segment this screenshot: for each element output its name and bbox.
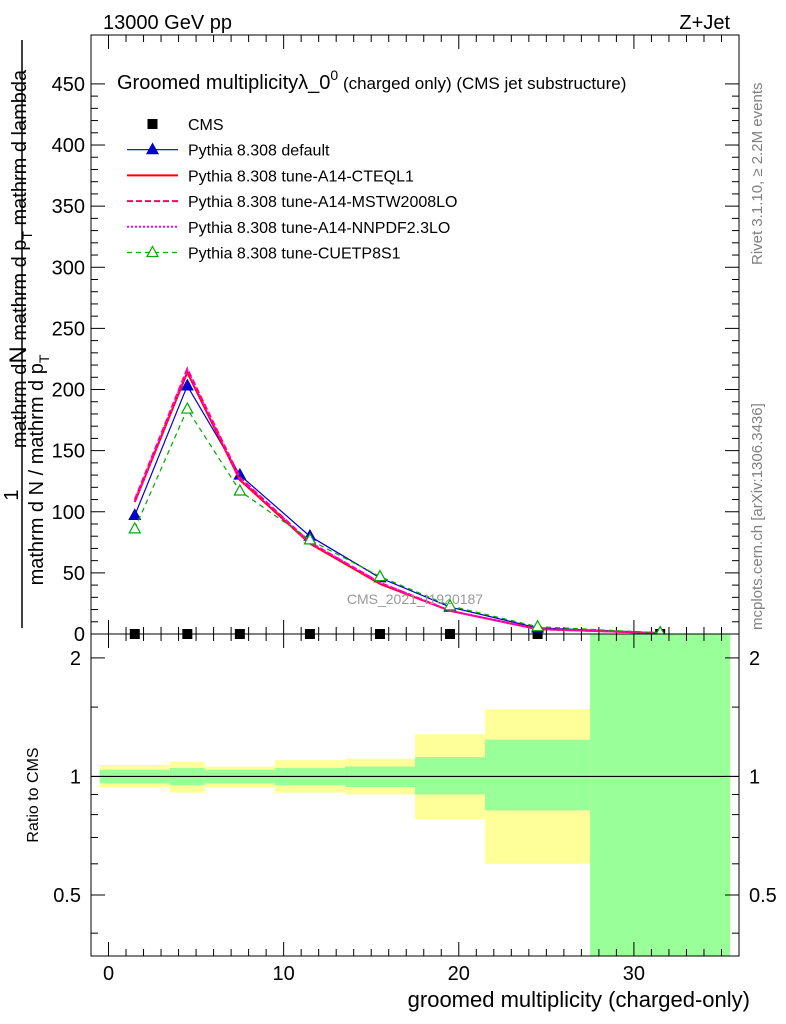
main-ytick-label: 200 <box>52 380 85 402</box>
xtick-label: 30 <box>623 963 645 985</box>
main-ytick-label: 400 <box>52 135 85 157</box>
ratio-ticks: 0.5 0.51 12 20 10 20 30 <box>53 634 777 985</box>
legend-label: Pythia 8.308 tune-CUETP8S1 <box>188 246 401 263</box>
ratio-frame <box>90 633 740 957</box>
legend-entry: Pythia 8.308 tune-A14-CTEQL1 <box>127 168 414 185</box>
legend-label: Pythia 8.308 tune-A14-NNPDF2.3LO <box>188 220 450 237</box>
ratio-panel: 0.5 0.51 12 20 10 20 30 Ratio to CMS groomed m… <box>25 633 777 1012</box>
svg-text:mathrm d N / mathrm d pT: mathrm d N / mathrm d pT <box>26 354 52 585</box>
xtick-label: 20 <box>448 963 470 985</box>
series-pythia-8-308-tune-cuetp8s1 <box>128 401 667 638</box>
series-marker <box>373 569 387 582</box>
watermark: CMS_2021_I1920187 <box>347 591 483 607</box>
rivet-label: Rivet 3.1.10, ≥ 2.2M events <box>749 83 766 266</box>
ylabel-tail1-sub: T <box>19 231 35 240</box>
ylabel-one: 1 <box>1 489 23 500</box>
plot-title: Groomed multiplicityλ_00 (charged only) … <box>117 67 626 94</box>
main-y-label: mathrm dN mathrm d pT mathrm d lambda 1 … <box>1 40 52 628</box>
ratio-y-label: Ratio to CMS <box>25 747 42 842</box>
svg-text:mathrm dN mathrm d pT mathrm d: mathrm dN mathrm d pT mathrm d lambda <box>5 69 35 448</box>
series-line <box>134 384 661 634</box>
main-ytick-label: 350 <box>52 196 85 218</box>
series-marker <box>443 598 457 611</box>
legend-entry: Pythia 8.308 tune-A14-NNPDF2.3LO <box>127 220 450 237</box>
title-sup: 0 <box>330 67 338 83</box>
series-marker <box>303 532 317 545</box>
main-ticks: 0 50 100 150 200 250 300 350 400 450 <box>52 35 740 646</box>
legend-label: Pythia 8.308 tune-A14-MSTW2008LO <box>188 194 457 211</box>
main-ytick-label: 450 <box>52 74 85 96</box>
ylabel-main-sub: T <box>36 354 52 363</box>
legend-swatch <box>147 119 158 129</box>
series-line <box>133 367 661 634</box>
title-suffix: (charged only) (CMS jet substructure) <box>338 74 626 93</box>
ratio-ytick-label-right: 0.5 <box>749 885 777 907</box>
xtick-label: 0 <box>103 963 114 985</box>
ylabel-top-n: N <box>5 346 32 363</box>
legend-entry: Pythia 8.308 tune-A14-MSTW2008LO <box>127 194 457 211</box>
legend-entry: Pythia 8.308 tune-CUETP8S1 <box>127 245 401 263</box>
ratio-ytick-label: 2 <box>70 648 81 670</box>
series-pythia-8-308-tune-a14-nnpdf2-3lo <box>133 367 661 634</box>
legend-entry: CMS <box>147 117 224 134</box>
series-marker <box>233 483 247 496</box>
ratio-stat-band <box>485 739 591 811</box>
series-line <box>134 407 661 634</box>
energy-label: 13000 GeV pp <box>103 12 232 34</box>
series-marker <box>180 378 194 391</box>
series-marker <box>531 619 545 632</box>
ratio-ytick-label-right: 1 <box>749 766 760 788</box>
ratio-ytick-label-right: 2 <box>749 648 760 670</box>
series-marker <box>128 508 142 521</box>
main-ytick-label: 100 <box>52 502 85 524</box>
title-main: Groomed multiplicityλ_0 <box>117 72 330 94</box>
legend-marker <box>145 245 160 258</box>
main-ytick-label: 150 <box>52 441 85 463</box>
ylabel-top: mathrm d <box>9 364 31 448</box>
series-marker <box>180 401 194 414</box>
legend: CMS Pythia 8.308 default Pythia 8.308 tune… <box>127 117 457 263</box>
ratio-ytick-label: 1 <box>70 766 81 788</box>
ratio-ytick-label: 0.5 <box>53 885 81 907</box>
ratio-bands <box>91 634 739 956</box>
main-ytick-label: 0 <box>74 624 85 646</box>
main-panel: 0 50 100 150 200 250 300 350 400 450 Groomed mult… <box>1 34 740 646</box>
main-ytick-label: 250 <box>52 318 85 340</box>
legend-label: Pythia 8.308 tune-A14-CTEQL1 <box>188 168 414 185</box>
legend-marker <box>145 142 160 155</box>
main-ytick-label: 300 <box>52 257 85 279</box>
mcplots-label: mcplots.cern.ch [arXiv:1306.3436] <box>749 403 766 630</box>
x-axis-label: groomed multiplicity (charged-only) <box>408 987 750 1012</box>
main-series <box>128 366 667 639</box>
ylabel-main: mathrm d N / mathrm d p <box>26 363 48 585</box>
xtick-label: 10 <box>273 963 295 985</box>
legend-label: CMS <box>188 117 224 134</box>
legend-entry: Pythia 8.308 default <box>127 142 330 160</box>
legend-label: Pythia 8.308 default <box>188 143 330 160</box>
ratio-stat-band <box>415 757 486 795</box>
process-label: Z+Jet <box>679 12 730 34</box>
ylabel-tail2: mathrm d lambda <box>9 69 31 231</box>
main-ytick-label: 50 <box>63 563 85 585</box>
ratio-stat-band <box>590 634 731 956</box>
ylabel-tail1: mathrm d p <box>9 240 31 347</box>
series-marker <box>128 521 142 534</box>
